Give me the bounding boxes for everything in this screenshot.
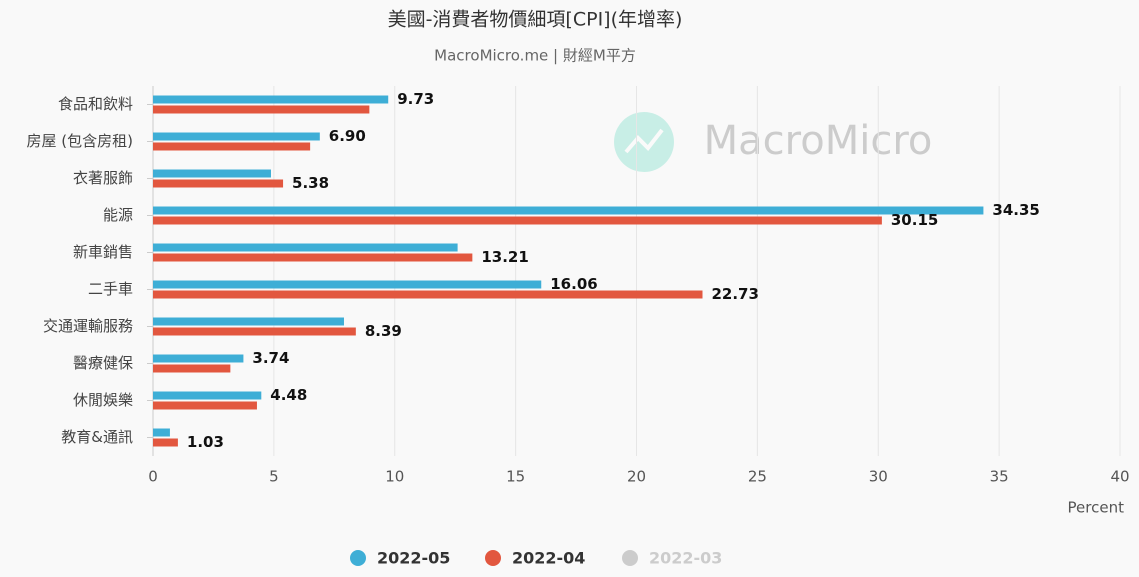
legend-marker	[350, 550, 366, 566]
data-label: 4.48	[270, 386, 307, 404]
data-label: 13.21	[481, 248, 528, 266]
y-tick-label: 休閒娛樂	[73, 391, 133, 409]
y-tick-label: 食品和飲料	[58, 95, 133, 113]
chart-title: 美國-消費者物價細項[CPI](年增率)	[388, 9, 683, 31]
bar	[153, 290, 703, 299]
data-label: 22.73	[711, 285, 758, 303]
bar	[153, 206, 984, 215]
data-label: 16.06	[550, 275, 597, 293]
x-tick-label: 10	[385, 468, 404, 486]
y-tick-label: 二手車	[88, 280, 133, 298]
bar	[153, 95, 389, 104]
legend-item[interactable]: 2022-05	[350, 549, 450, 568]
bar	[153, 428, 170, 437]
y-tick-label: 交通運輸服務	[43, 317, 133, 335]
y-tick-label: 醫療健保	[73, 354, 133, 372]
chart-subtitle: MacroMicro.me | 財經M平方	[434, 47, 636, 65]
bar	[153, 216, 882, 225]
x-tick-label: 35	[990, 468, 1009, 486]
bar	[153, 243, 458, 252]
watermark: MacroMicro	[704, 118, 933, 164]
bar	[153, 317, 344, 326]
data-label: 9.73	[397, 90, 434, 108]
legend-label: 2022-04	[512, 549, 585, 568]
y-tick-label: 新車銷售	[73, 243, 133, 261]
legend-item[interactable]: 2022-03	[622, 549, 722, 568]
x-tick-label: 5	[269, 468, 279, 486]
bar	[153, 327, 356, 336]
bar	[153, 280, 542, 289]
bar	[153, 253, 473, 262]
legend-label: 2022-05	[377, 549, 450, 568]
bar	[153, 132, 320, 141]
legend-marker	[485, 550, 501, 566]
data-label: 5.38	[292, 174, 329, 192]
x-tick-label: 0	[148, 468, 158, 486]
data-label: 30.15	[891, 211, 938, 229]
data-label: 3.74	[252, 349, 289, 367]
bar	[153, 438, 178, 447]
y-tick-label: 教育&通訊	[61, 428, 133, 446]
legend-label: 2022-03	[649, 549, 722, 568]
bar	[153, 401, 257, 410]
bar	[153, 142, 311, 151]
bar	[153, 354, 244, 363]
data-label: 6.90	[329, 127, 366, 145]
watermark-logo	[614, 112, 674, 172]
x-tick-label: 25	[748, 468, 767, 486]
bar	[153, 391, 262, 400]
bar	[153, 105, 370, 114]
data-label: 1.03	[187, 433, 224, 451]
bar	[153, 364, 231, 373]
bar	[153, 169, 271, 178]
data-label: 8.39	[365, 322, 402, 340]
y-tick-label: 能源	[103, 206, 133, 224]
x-tick-label: 30	[869, 468, 888, 486]
data-label: 34.35	[992, 201, 1039, 219]
x-tick-label: 40	[1110, 468, 1129, 486]
bar	[153, 179, 284, 188]
y-tick-label: 衣著服飾	[73, 169, 133, 187]
legend-marker	[622, 550, 638, 566]
y-tick-label: 房屋 (包含房租)	[27, 132, 133, 150]
x-tick-label: 15	[506, 468, 525, 486]
x-axis-label: Percent	[1068, 499, 1125, 517]
x-tick-label: 20	[627, 468, 646, 486]
legend-item[interactable]: 2022-04	[485, 549, 585, 568]
